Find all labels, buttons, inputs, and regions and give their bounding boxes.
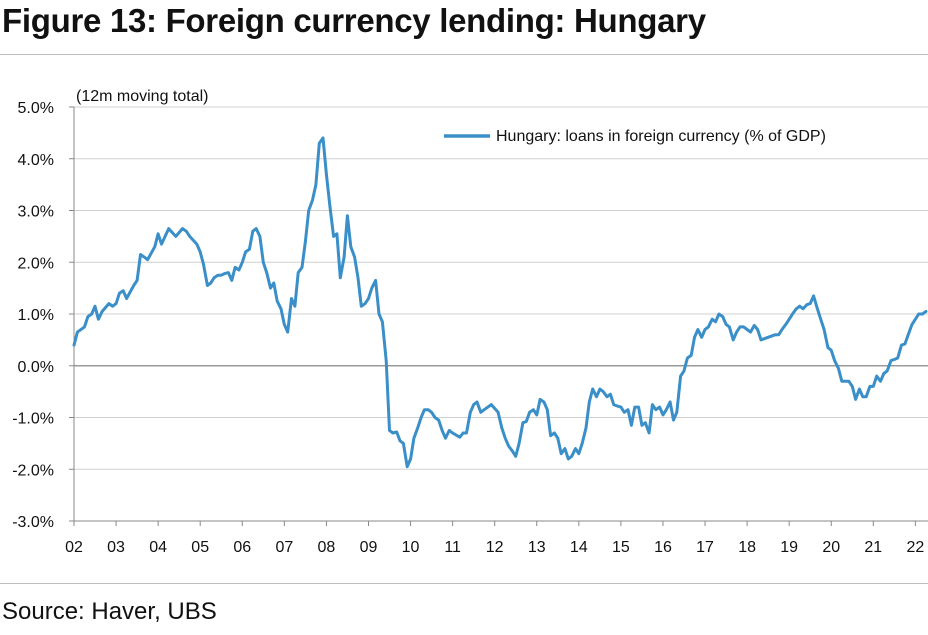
- x-tick-label: 15: [612, 539, 630, 556]
- x-tick-label: 19: [780, 539, 798, 556]
- gridlines: [74, 106, 928, 522]
- x-tick-label: 02: [65, 539, 83, 556]
- x-tick-label: 09: [360, 539, 378, 556]
- series-line-hungary: [72, 136, 928, 469]
- y-tick-label: 4.0%: [18, 152, 54, 169]
- x-tick-label: 03: [107, 539, 125, 556]
- line-chart: -3.0%-2.0%-1.0%0.0%1.0%2.0%3.0%4.0%5.0% …: [12, 88, 928, 556]
- figure-title: Figure 13: Foreign currency lending: Hun…: [2, 2, 706, 39]
- source-note: Source: Haver, UBS: [2, 598, 217, 625]
- y-tick-label: 1.0%: [18, 307, 54, 324]
- y-tick-label: 3.0%: [18, 204, 54, 221]
- x-tick-label: 14: [570, 539, 588, 556]
- title-divider: [0, 54, 928, 55]
- x-tick-label: 06: [233, 539, 251, 556]
- series-group: [72, 136, 928, 469]
- y-tick-label: -1.0%: [12, 411, 54, 428]
- y-tick-label: -3.0%: [12, 514, 54, 531]
- x-tick-label: 04: [149, 539, 167, 556]
- legend: Hungary: loans in foreign currency (% of…: [444, 128, 826, 145]
- y-tick-label: 0.0%: [18, 359, 54, 376]
- legend-label: Hungary: loans in foreign currency (% of…: [496, 128, 826, 145]
- x-tick-label: 22: [906, 539, 924, 556]
- x-tick-label: 07: [275, 539, 293, 556]
- axis-note: (12m moving total): [76, 88, 209, 105]
- x-tick-label: 13: [528, 539, 546, 556]
- x-tick-label: 20: [822, 539, 840, 556]
- x-tick-label: 08: [318, 539, 336, 556]
- x-tick-label: 16: [654, 539, 672, 556]
- x-tick-label: 21: [864, 539, 882, 556]
- footer-divider: [0, 583, 928, 584]
- y-tick-label: 2.0%: [18, 255, 54, 272]
- x-tick-label: 17: [696, 539, 714, 556]
- y-tick-label: -2.0%: [12, 462, 54, 479]
- x-tick-label: 11: [444, 539, 461, 556]
- x-axis-ticks: 02 03 04 05 06 07 08 09 10 11 12 13 14 15 16 17 18 19 20 21…: [65, 521, 924, 556]
- x-tick-label: 12: [486, 539, 504, 556]
- y-axis-ticks: -3.0% -2.0% -1.0% 0.0% 1.0% 2.0% 3.0% 4.0% 5.0%: [12, 100, 74, 531]
- y-tick-label: 5.0%: [18, 100, 54, 117]
- x-tick-label: 05: [191, 539, 209, 556]
- x-tick-label: 10: [402, 539, 420, 556]
- x-tick-label: 18: [738, 539, 756, 556]
